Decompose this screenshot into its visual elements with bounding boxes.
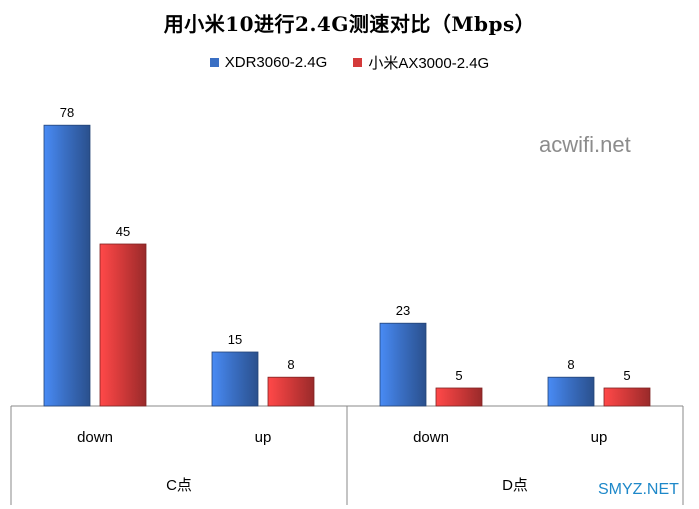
bar-xdr3060-3 xyxy=(547,376,595,407)
bar-value-label: 5 xyxy=(623,368,630,383)
bar-value-label: 8 xyxy=(567,357,574,372)
bar-value-label: 78 xyxy=(60,105,74,120)
watermark-text: acwifi.net xyxy=(539,132,631,157)
chart-title: 用小米10进行2.4G测速对比（Mbps） xyxy=(163,12,536,36)
bar-ax3000-3 xyxy=(603,387,651,407)
bar-value-label: 23 xyxy=(396,303,410,318)
bar-value-label: 15 xyxy=(228,332,242,347)
bar-value-labels: 78 45 15 8 23 5 8 5 xyxy=(60,105,631,383)
bar-ax3000-2 xyxy=(435,387,483,407)
group-labels: C点 D点 xyxy=(166,477,528,494)
bar-xdr3060-1 xyxy=(211,351,259,407)
source-watermark: SMYZ.NET xyxy=(598,481,679,498)
category-labels: down up down up xyxy=(77,429,607,446)
bar-xdr3060-2 xyxy=(379,322,427,407)
category-label-0: down xyxy=(77,429,113,446)
category-label-3: up xyxy=(591,429,608,446)
legend-item-series-1: XDR3060-2.4G xyxy=(209,52,328,73)
group-label-1: D点 xyxy=(502,477,528,494)
legend-item-series-2: 小米AX3000-2.4G xyxy=(353,52,489,73)
bar-ax3000-0 xyxy=(99,243,147,407)
bar-value-label: 8 xyxy=(287,357,294,372)
legend-swatch-series-2 xyxy=(353,58,363,67)
group-label-0: C点 xyxy=(166,477,192,494)
category-label-1: up xyxy=(255,429,272,446)
bar-ax3000-1 xyxy=(267,376,315,407)
bar-value-label: 5 xyxy=(455,368,462,383)
bar-value-label: 45 xyxy=(116,224,130,239)
axis-lines xyxy=(10,405,684,505)
legend: XDR3060-2.4G 小米AX3000-2.4G xyxy=(0,52,699,73)
bars xyxy=(43,124,651,407)
legend-swatch-series-1 xyxy=(209,58,219,67)
bar-xdr3060-0 xyxy=(43,124,91,407)
category-label-2: down xyxy=(413,429,449,446)
legend-label-series-2: 小米AX3000-2.4G xyxy=(368,55,490,72)
legend-label-series-1: XDR3060-2.4G xyxy=(224,54,328,71)
